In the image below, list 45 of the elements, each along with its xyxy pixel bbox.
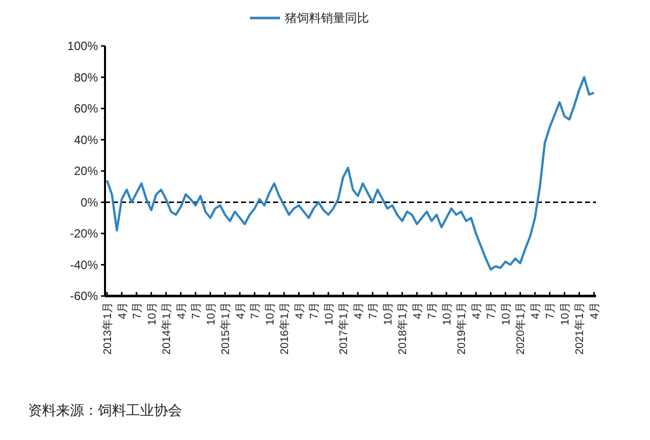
x-tick-label: 4月 — [176, 302, 188, 320]
y-tick-label: 60% — [74, 102, 98, 116]
x-tick-label: 10月 — [441, 302, 454, 326]
y-tick-label: 20% — [74, 164, 98, 178]
x-tick-label: 7月 — [308, 302, 321, 320]
x-tick-label: 2016年1月 — [279, 302, 292, 355]
y-tick-label: -40% — [70, 258, 98, 272]
y-tick-label: 100% — [67, 39, 98, 53]
x-tick-label: 4月 — [116, 302, 129, 320]
x-tick-label: 7月 — [250, 302, 262, 320]
x-tick-label: 2018年1月 — [397, 302, 410, 355]
y-tick-label: 80% — [74, 70, 98, 84]
x-tick-label: 10月 — [323, 302, 336, 326]
x-tick-label: 7月 — [132, 302, 144, 320]
x-tick-label: 7月 — [190, 302, 203, 320]
x-tick-label: 2015年1月 — [220, 302, 232, 355]
y-tick-label: 40% — [74, 132, 98, 147]
x-tick-label: 10月 — [264, 302, 276, 326]
x-tick-label: 2014年1月 — [161, 302, 174, 355]
x-tick-label: 10月 — [500, 302, 512, 326]
x-tick-label: 2013年1月 — [102, 302, 114, 355]
legend-label: 猪饲料销量同比 — [285, 11, 369, 25]
y-tick-label: -20% — [70, 226, 98, 240]
x-tick-label: 10月 — [205, 302, 218, 326]
x-tick-label: 10月 — [146, 302, 158, 326]
y-tick-label: -60% — [70, 289, 98, 303]
x-tick-label: 4月 — [470, 302, 483, 320]
x-tick-label: 10月 — [382, 302, 394, 326]
x-tick-label: 7月 — [486, 302, 498, 320]
x-tick-label: 10月 — [559, 302, 572, 326]
x-tick-label: 4月 — [589, 302, 601, 320]
text: 资料来源：饲料工业协会 — [28, 402, 182, 418]
x-tick-label: 4月 — [294, 302, 306, 320]
x-tick-label: 2020年1月 — [515, 302, 528, 355]
x-tick-label: 7月 — [368, 302, 380, 320]
y-tick-label: 0% — [80, 195, 98, 210]
x-tick-label: 7月 — [426, 302, 439, 320]
x-tick-label: 4月 — [234, 302, 247, 320]
x-tick-label: 2021年1月 — [574, 302, 586, 355]
x-tick-label: 7月 — [544, 302, 557, 320]
x-tick-label: 4月 — [530, 302, 542, 320]
x-tick-label: 4月 — [412, 302, 424, 320]
x-tick-label: 4月 — [352, 302, 365, 320]
x-tick-label: 2017年1月 — [338, 302, 350, 355]
x-tick-label: 2019年1月 — [456, 302, 468, 355]
